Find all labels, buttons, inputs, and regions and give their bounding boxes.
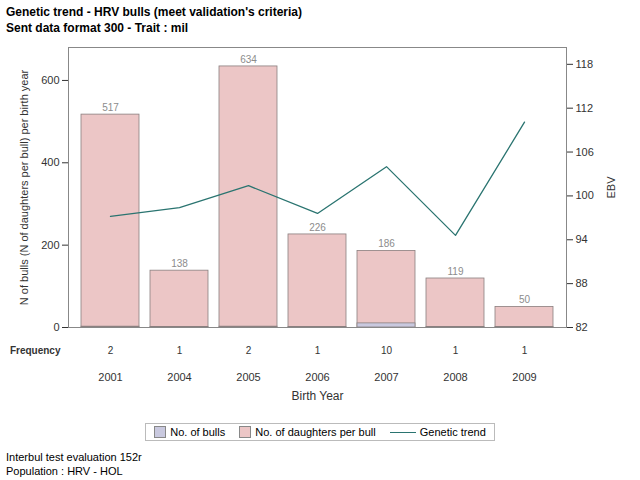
svg-text:94: 94 [576,233,588,245]
html-text:No. of daughters per bull: No. of daughters per bull [255,426,376,438]
svg-text:186: 186 [378,238,395,249]
svg-text:2006: 2006 [305,371,329,383]
svg-text:2001: 2001 [98,371,122,383]
html-text:Population : HRV - HOL: Population : HRV - HOL [6,465,123,477]
svg-text:634: 634 [240,54,257,65]
svg-text:2: 2 [108,345,114,356]
svg-text:100: 100 [576,189,594,201]
svg-text:50: 50 [519,294,531,305]
svg-text:2009: 2009 [512,371,536,383]
svg-text:2005: 2005 [236,371,260,383]
svg-text:200: 200 [41,239,59,251]
svg-text:226: 226 [309,222,326,233]
svg-text:EBV: EBV [605,176,617,199]
svg-text:2: 2 [246,345,252,356]
html-text:Interbul test evaluation 152r: Interbul test evaluation 152r [6,451,142,463]
svg-text:N of bulls (N of daughters per: N of bulls (N of daughters per bull) per… [18,69,30,305]
svg-text:1: 1 [453,345,459,356]
svg-text:10: 10 [381,345,393,356]
svg-text:82: 82 [576,321,588,333]
svg-text:Birth Year: Birth Year [291,389,343,403]
svg-text:2008: 2008 [443,371,467,383]
svg-text:1: 1 [522,345,528,356]
svg-text:1: 1 [177,345,183,356]
svg-text:106: 106 [576,146,594,158]
html-text:No. of bulls: No. of bulls [170,426,226,438]
svg-text:88: 88 [576,277,588,289]
svg-text:1: 1 [315,345,321,356]
svg-text:138: 138 [171,258,188,269]
svg-text:112: 112 [576,102,594,114]
svg-text:Frequency: Frequency [10,345,61,356]
svg-text:600: 600 [41,74,59,86]
html-text:Genetic trend: Genetic trend [419,426,486,438]
svg-text:2004: 2004 [167,371,191,383]
svg-text:0: 0 [53,321,59,333]
svg-text:119: 119 [448,266,464,277]
svg-text:517: 517 [102,102,119,113]
html-text:Genetic trend - HRV bulls (mee: Genetic trend - HRV bulls (meet validati… [6,5,302,19]
svg-text:400: 400 [41,156,59,168]
html-text:Sent data format 300 - Trait :: Sent data format 300 - Trait : mil [6,21,188,35]
svg-text:2007: 2007 [374,371,398,383]
svg-text:118: 118 [576,58,594,70]
